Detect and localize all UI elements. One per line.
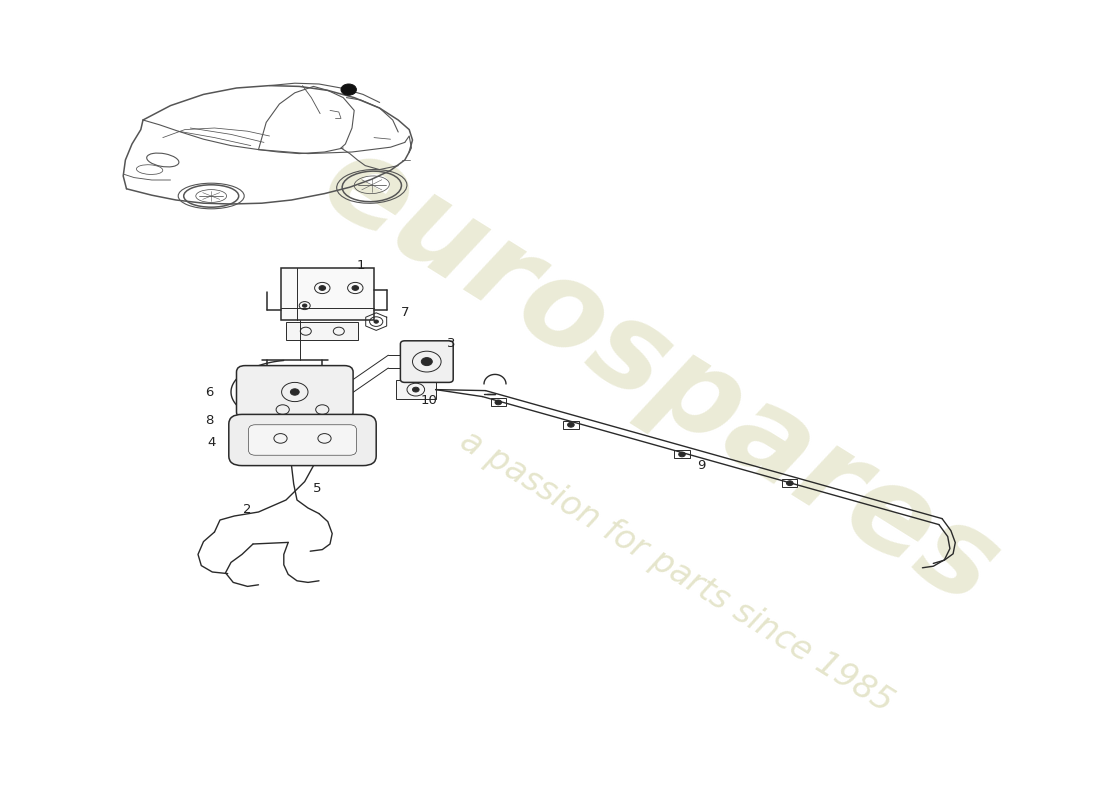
Circle shape [568,422,574,427]
Text: 2: 2 [243,503,252,516]
FancyBboxPatch shape [229,414,376,466]
Text: 5: 5 [312,482,321,494]
Text: 6: 6 [205,386,213,398]
Circle shape [495,400,502,405]
Circle shape [421,358,432,366]
Text: 9: 9 [697,459,706,472]
Text: 10: 10 [420,394,438,406]
Circle shape [302,304,307,307]
Bar [286,322,358,340]
Text: eurospares: eurospares [301,122,1019,630]
Bar [563,421,579,429]
Circle shape [319,286,326,290]
Text: 4: 4 [207,436,216,449]
Text: a passion for parts since 1985: a passion for parts since 1985 [454,425,899,719]
FancyBboxPatch shape [400,341,453,382]
Circle shape [786,481,793,486]
Text: 3: 3 [447,337,455,350]
Text: 8: 8 [205,414,213,426]
Circle shape [374,320,378,323]
Text: 7: 7 [400,306,409,318]
Bar [280,268,374,320]
Circle shape [352,286,359,290]
Circle shape [679,452,685,457]
Bar [674,450,690,458]
Circle shape [341,84,356,95]
Bar [782,479,797,487]
Bar [491,398,506,406]
Circle shape [412,387,419,392]
Bar [396,380,436,399]
FancyBboxPatch shape [236,366,353,418]
FancyBboxPatch shape [249,425,356,455]
Circle shape [290,389,299,395]
Text: 1: 1 [356,259,365,272]
